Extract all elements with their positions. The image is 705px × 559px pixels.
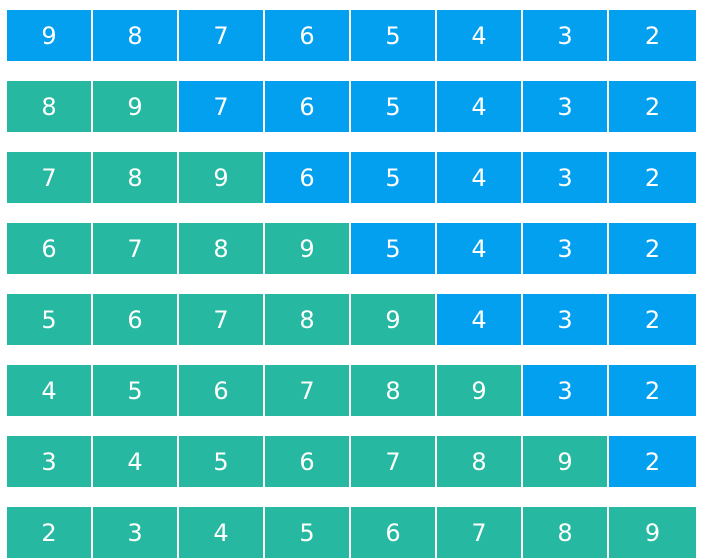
sorted-cell: 8 — [265, 294, 351, 345]
unsorted-cell: 2 — [609, 436, 696, 487]
unsorted-cell: 2 — [609, 365, 696, 416]
sorted-cell: 5 — [265, 507, 351, 558]
unsorted-cell: 3 — [523, 10, 609, 61]
sorted-cell: 4 — [93, 436, 179, 487]
sorted-cell: 7 — [7, 152, 93, 203]
sorted-cell: 8 — [179, 223, 265, 274]
sorted-cell: 8 — [523, 507, 609, 558]
sorted-cell: 7 — [93, 223, 179, 274]
unsorted-cell: 3 — [523, 81, 609, 132]
sorted-cell: 2 — [7, 507, 93, 558]
unsorted-cell: 4 — [437, 152, 523, 203]
unsorted-cell: 6 — [265, 152, 351, 203]
unsorted-cell: 5 — [351, 152, 437, 203]
unsorted-cell: 5 — [351, 81, 437, 132]
sorted-cell: 3 — [93, 507, 179, 558]
sorted-cell: 7 — [437, 507, 523, 558]
unsorted-cell: 3 — [523, 152, 609, 203]
unsorted-cell: 2 — [609, 152, 696, 203]
sorted-cell: 6 — [351, 507, 437, 558]
unsorted-cell: 8 — [93, 10, 179, 61]
sorted-cell: 8 — [93, 152, 179, 203]
sorted-cell: 9 — [93, 81, 179, 132]
sorted-cell: 9 — [609, 507, 696, 558]
sorted-cell: 9 — [437, 365, 523, 416]
unsorted-cell: 6 — [265, 81, 351, 132]
sorted-cell: 9 — [351, 294, 437, 345]
unsorted-cell: 5 — [351, 10, 437, 61]
sorted-cell: 8 — [437, 436, 523, 487]
unsorted-cell: 7 — [179, 81, 265, 132]
sorted-cell: 7 — [351, 436, 437, 487]
sorted-cell: 8 — [7, 81, 93, 132]
sorted-cell: 4 — [7, 365, 93, 416]
unsorted-cell: 3 — [523, 223, 609, 274]
sorted-cell: 7 — [179, 294, 265, 345]
sorted-cell: 7 — [265, 365, 351, 416]
sorted-cell: 6 — [265, 436, 351, 487]
unsorted-cell: 3 — [523, 365, 609, 416]
unsorted-cell: 9 — [7, 10, 93, 61]
unsorted-cell: 2 — [609, 223, 696, 274]
unsorted-cell: 7 — [179, 10, 265, 61]
unsorted-cell: 2 — [609, 81, 696, 132]
sorted-cell: 4 — [179, 507, 265, 558]
unsorted-cell: 4 — [437, 10, 523, 61]
sorted-cell: 5 — [93, 365, 179, 416]
unsorted-cell: 2 — [609, 10, 696, 61]
unsorted-cell: 6 — [265, 10, 351, 61]
sorted-cell: 3 — [7, 436, 93, 487]
unsorted-cell: 2 — [609, 294, 696, 345]
sorted-cell: 9 — [523, 436, 609, 487]
unsorted-cell: 4 — [437, 223, 523, 274]
sorted-cell: 5 — [179, 436, 265, 487]
unsorted-cell: 3 — [523, 294, 609, 345]
sorted-cell: 5 — [7, 294, 93, 345]
unsorted-cell: 5 — [351, 223, 437, 274]
sorted-cell: 6 — [179, 365, 265, 416]
unsorted-cell: 4 — [437, 81, 523, 132]
sorted-cell: 6 — [7, 223, 93, 274]
unsorted-cell: 4 — [437, 294, 523, 345]
sorted-cell: 9 — [179, 152, 265, 203]
sorted-cell: 8 — [351, 365, 437, 416]
sorted-cell: 6 — [93, 294, 179, 345]
sorted-cell: 9 — [265, 223, 351, 274]
